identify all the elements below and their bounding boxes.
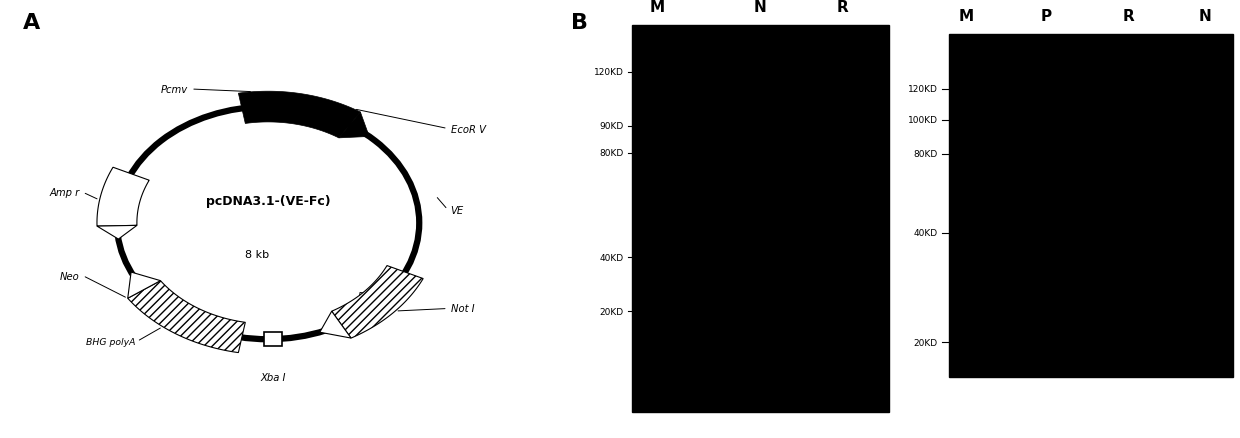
Text: Fc: Fc (358, 291, 370, 301)
Text: M: M (959, 9, 973, 24)
Polygon shape (97, 226, 136, 240)
Polygon shape (320, 311, 351, 338)
Text: 80KD: 80KD (599, 149, 624, 158)
Text: P: P (1040, 9, 1052, 24)
Text: EcoR V: EcoR V (450, 124, 486, 134)
Polygon shape (128, 272, 160, 299)
Text: N: N (754, 0, 766, 15)
Text: R: R (1122, 9, 1135, 24)
Polygon shape (128, 281, 246, 353)
Bar (632, 26, 889, 412)
Text: 120KD: 120KD (594, 68, 624, 77)
Polygon shape (238, 92, 361, 138)
Text: A: A (22, 13, 40, 33)
Bar (264, 332, 283, 346)
Text: Xba I: Xba I (260, 372, 286, 382)
Text: 8 kb: 8 kb (244, 249, 269, 259)
Polygon shape (339, 113, 370, 138)
Text: VE: VE (450, 205, 464, 215)
Polygon shape (97, 168, 149, 226)
Text: 120KD: 120KD (908, 85, 937, 94)
Text: Pcmv: Pcmv (161, 85, 188, 95)
Text: R: R (837, 0, 848, 15)
Text: Amp r: Amp r (50, 188, 79, 198)
Text: Neo: Neo (60, 271, 79, 281)
Text: 40KD: 40KD (600, 253, 624, 262)
Text: BHG polyA: BHG polyA (86, 337, 135, 346)
Text: 80KD: 80KD (914, 150, 937, 159)
Text: 20KD: 20KD (600, 307, 624, 316)
Text: 20KD: 20KD (914, 338, 937, 347)
Text: M: M (650, 0, 665, 15)
Text: 100KD: 100KD (908, 116, 937, 125)
Text: B: B (570, 13, 588, 33)
Bar (950, 35, 1234, 377)
Text: 90KD: 90KD (599, 122, 624, 131)
Text: 40KD: 40KD (914, 229, 937, 238)
Text: Not I: Not I (450, 304, 474, 314)
Polygon shape (331, 266, 423, 338)
Text: pcDNA3.1-(VE-Fc): pcDNA3.1-(VE-Fc) (206, 195, 330, 208)
Text: N: N (1199, 9, 1211, 24)
